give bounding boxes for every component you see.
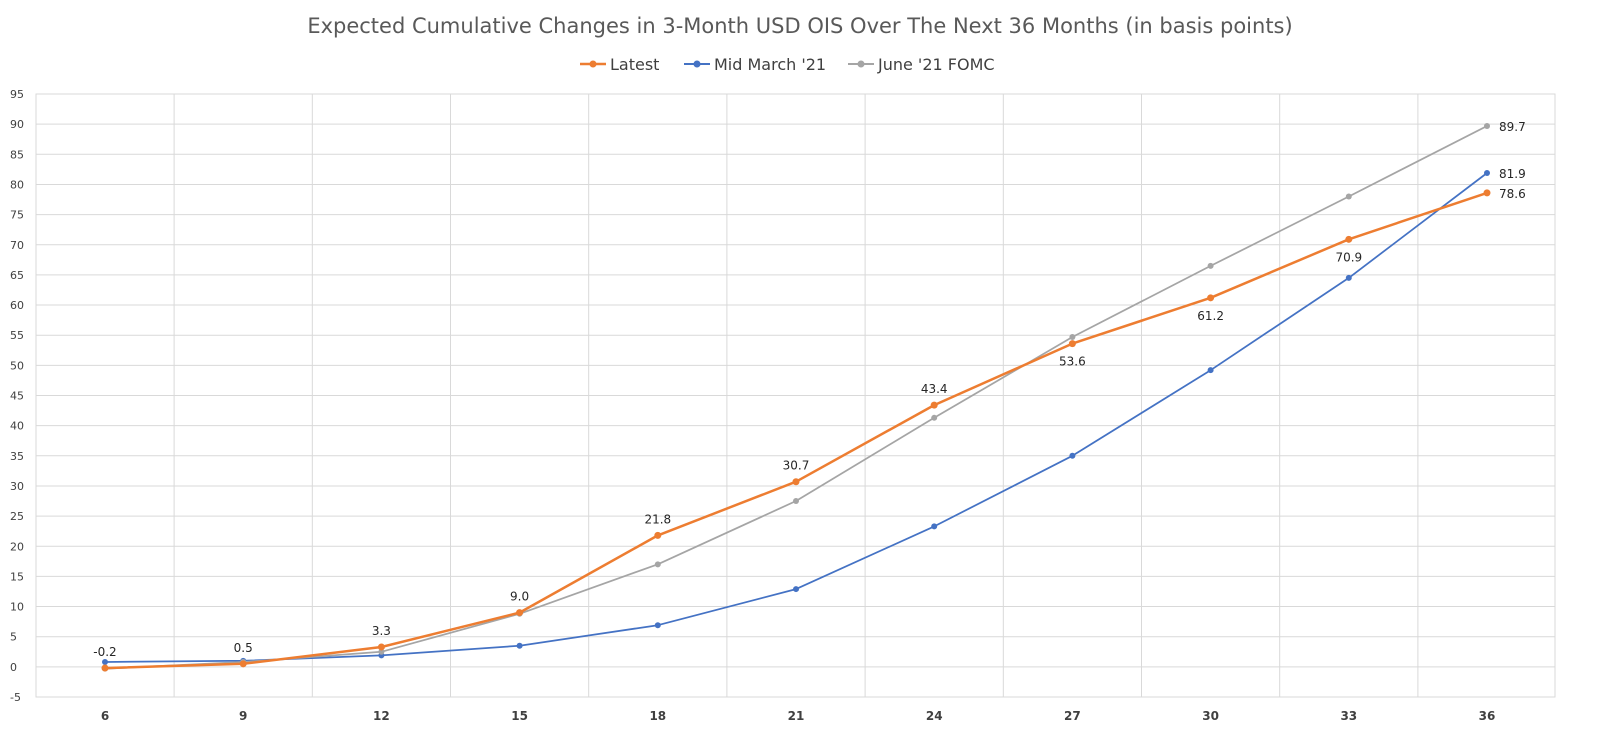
data-point — [931, 523, 938, 530]
series-0 — [101, 189, 1491, 672]
data-point — [793, 498, 799, 505]
y-tick-label: 35 — [10, 450, 24, 463]
data-point — [793, 586, 799, 593]
legend-item: Mid March '21 — [684, 55, 826, 74]
grid — [35, 93, 1556, 698]
x-tick-label: 21 — [788, 709, 805, 723]
legend-swatch-marker — [589, 60, 597, 68]
data-point — [1484, 169, 1490, 176]
data-point — [1345, 235, 1353, 243]
y-tick-label: 40 — [10, 420, 24, 433]
legend-swatch-marker — [857, 60, 865, 68]
legend-label: Mid March '21 — [714, 55, 826, 74]
y-tick-label: 5 — [10, 631, 17, 644]
x-tick-label: 15 — [511, 709, 528, 723]
data-point — [1345, 193, 1352, 200]
y-tick-label: 90 — [10, 118, 24, 131]
data-point — [931, 414, 938, 421]
data-label: 43.4 — [921, 382, 948, 396]
data-label: 61.2 — [1197, 309, 1224, 323]
data-point — [930, 401, 938, 409]
x-tick-label: 9 — [239, 709, 247, 723]
y-tick-label: 80 — [10, 178, 24, 191]
x-tick-label: 30 — [1202, 709, 1219, 723]
y-tick-label: 95 — [10, 88, 24, 101]
y-tick-label: 10 — [10, 601, 24, 614]
y-tick-label: 70 — [10, 239, 24, 252]
data-point — [1069, 334, 1076, 341]
x-tick-label: 12 — [373, 709, 390, 723]
data-label: 3.3 — [372, 624, 391, 638]
data-label: 0.5 — [234, 641, 253, 655]
y-tick-label: 55 — [10, 329, 24, 342]
y-tick-label: 85 — [10, 148, 24, 161]
data-point — [516, 609, 524, 617]
y-tick-label: 45 — [10, 390, 24, 403]
series-1 — [102, 169, 1490, 666]
data-label: 21.8 — [644, 512, 671, 526]
y-tick-label: 0 — [10, 661, 17, 674]
data-point — [1207, 294, 1215, 302]
legend: Latest Mid March '21 June '21 FOMC — [580, 55, 995, 74]
y-tick-label: 30 — [10, 480, 24, 493]
data-label: 70.9 — [1335, 250, 1362, 264]
x-tick-label: 33 — [1340, 709, 1357, 723]
y-tick-label: 20 — [10, 540, 24, 553]
data-point — [1069, 452, 1076, 459]
x-tick-label: 6 — [101, 709, 109, 723]
data-point — [1345, 274, 1352, 281]
y-tick-label: 60 — [10, 299, 24, 312]
data-point — [516, 642, 523, 649]
y-tick-label: -5 — [10, 691, 21, 704]
data-point — [377, 643, 385, 651]
data-label: 89.7 — [1499, 120, 1526, 134]
data-labels: -0.2 0.5 3.3 9.0 21.8 30.7 43.4 53.6 61.2 70.9 78.… — [93, 120, 1525, 659]
y-tick-label: 65 — [10, 269, 24, 282]
y-axis-ticks: -5 0 5 10 15 20 25 30 35 40 45 50 55 60 65 70 75 80 85 90 95 — [10, 88, 24, 704]
data-point — [1484, 122, 1490, 129]
legend-item: Latest — [580, 55, 659, 74]
data-point — [378, 648, 385, 655]
series-layer — [101, 122, 1491, 672]
data-point — [239, 660, 247, 668]
data-label: 81.9 — [1499, 167, 1526, 181]
legend-item: June '21 FOMC — [848, 55, 995, 74]
plot-area-border — [35, 93, 1556, 698]
data-point — [792, 478, 800, 486]
legend-label: June '21 FOMC — [877, 55, 995, 74]
y-tick-label: 75 — [10, 209, 24, 222]
x-tick-label: 18 — [649, 709, 666, 723]
x-tick-label: 24 — [926, 709, 943, 723]
data-point — [1483, 189, 1491, 197]
data-label: 9.0 — [510, 590, 529, 604]
x-tick-label: 36 — [1479, 709, 1496, 723]
legend-swatch-marker — [693, 60, 701, 68]
data-label: 30.7 — [783, 459, 810, 473]
data-point — [101, 664, 109, 672]
legend-label: Latest — [610, 55, 659, 74]
chart-title: Expected Cumulative Changes in 3-Month U… — [307, 14, 1292, 38]
x-axis-ticks: 6 9 12 15 18 21 24 27 30 33 36 — [101, 709, 1496, 723]
data-point — [654, 622, 661, 629]
x-tick-label: 27 — [1064, 709, 1081, 723]
data-point — [1068, 340, 1076, 348]
data-point — [654, 531, 662, 539]
data-point — [1207, 367, 1214, 374]
data-point — [654, 561, 661, 568]
y-tick-label: 25 — [10, 510, 24, 523]
y-tick-label: 50 — [10, 359, 24, 372]
data-point — [1207, 262, 1214, 269]
data-label: 53.6 — [1059, 355, 1086, 369]
y-tick-label: 15 — [10, 570, 24, 583]
data-point — [102, 659, 108, 666]
data-label: 78.6 — [1499, 187, 1526, 201]
data-label: -0.2 — [93, 645, 116, 659]
